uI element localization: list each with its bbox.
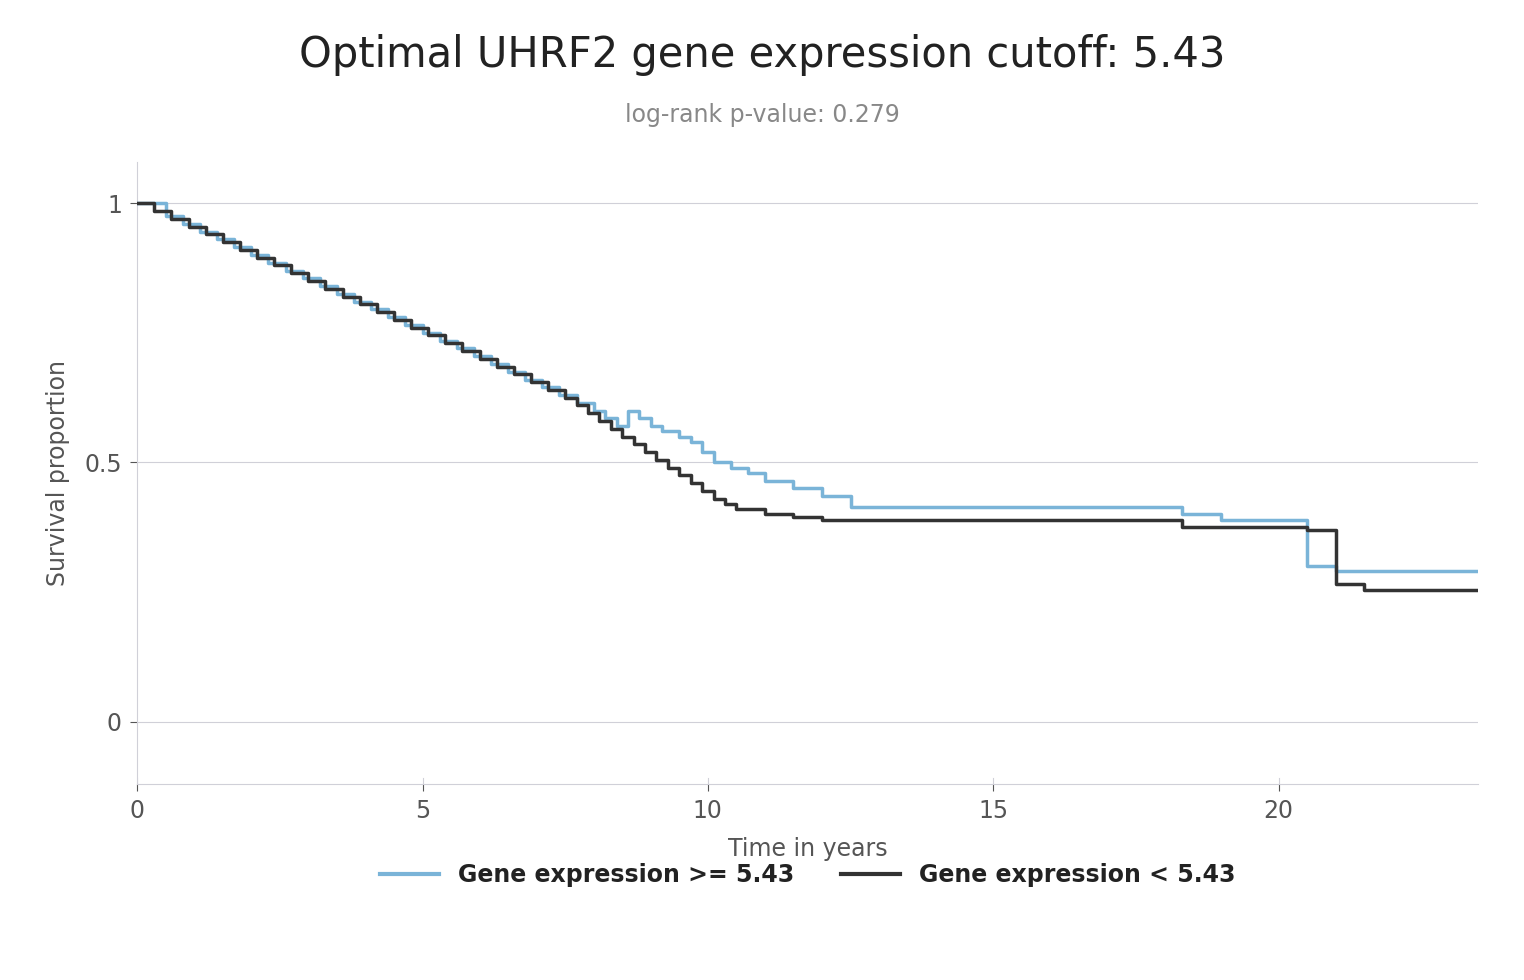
Gene expression >= 5.43 bbox=[567, 397, 585, 409]
Gene expression >= 5.43 bbox=[379, 312, 398, 323]
Gene expression >= 5.43 bbox=[517, 373, 535, 385]
Gene expression >= 5.43 bbox=[482, 358, 500, 369]
Gene expression >= 5.43 bbox=[756, 474, 774, 486]
Gene expression >= 5.43 bbox=[413, 327, 431, 339]
Gene expression >= 5.43 bbox=[190, 225, 209, 237]
Gene expression >= 5.43 bbox=[1326, 565, 1344, 577]
Gene expression >= 5.43 bbox=[596, 413, 614, 424]
Gene expression >= 5.43 bbox=[128, 197, 146, 209]
Gene expression >= 5.43 bbox=[619, 405, 637, 416]
Gene expression >= 5.43 bbox=[259, 257, 277, 269]
Gene expression >= 5.43 bbox=[1155, 501, 1173, 513]
Gene expression >= 5.43 bbox=[654, 425, 672, 437]
Gene expression >= 5.43 bbox=[242, 249, 261, 261]
Gene expression >= 5.43 bbox=[344, 296, 363, 308]
Gene expression >= 5.43 bbox=[841, 501, 860, 513]
Y-axis label: Survival proportion: Survival proportion bbox=[46, 360, 70, 586]
Gene expression >= 5.43 bbox=[363, 304, 381, 316]
Gene expression >= 5.43 bbox=[328, 288, 346, 300]
Gene expression < 5.43 bbox=[386, 314, 404, 325]
Gene expression < 5.43 bbox=[128, 197, 146, 209]
Gene expression >= 5.43 bbox=[226, 241, 244, 253]
Gene expression >= 5.43 bbox=[465, 350, 483, 362]
Gene expression < 5.43 bbox=[317, 283, 335, 295]
Gene expression < 5.43 bbox=[1469, 584, 1487, 596]
Gene expression >= 5.43 bbox=[276, 265, 294, 276]
Gene expression >= 5.43 bbox=[785, 482, 803, 494]
Text: Optimal UHRF2 gene expression cutoff: 5.43: Optimal UHRF2 gene expression cutoff: 5.… bbox=[299, 34, 1225, 76]
Gene expression < 5.43 bbox=[1326, 578, 1344, 590]
Line: Gene expression >= 5.43: Gene expression >= 5.43 bbox=[137, 203, 1478, 571]
Gene expression >= 5.43 bbox=[739, 467, 757, 479]
Gene expression < 5.43 bbox=[648, 454, 666, 465]
Gene expression >= 5.43 bbox=[608, 420, 626, 432]
Gene expression >= 5.43 bbox=[681, 436, 700, 448]
Gene expression >= 5.43 bbox=[704, 457, 722, 468]
Legend: Gene expression >= 5.43, Gene expression < 5.43: Gene expression >= 5.43, Gene expression… bbox=[370, 854, 1245, 897]
Gene expression >= 5.43 bbox=[430, 335, 448, 347]
Gene expression >= 5.43 bbox=[498, 366, 517, 377]
Gene expression < 5.43 bbox=[681, 477, 700, 489]
Gene expression >= 5.43 bbox=[294, 272, 312, 284]
Gene expression >= 5.43 bbox=[671, 430, 689, 442]
Gene expression >= 5.43 bbox=[157, 211, 175, 222]
Gene expression >= 5.43 bbox=[693, 446, 712, 458]
Gene expression >= 5.43 bbox=[1298, 561, 1317, 572]
Gene expression >= 5.43 bbox=[642, 420, 660, 432]
Gene expression >= 5.43 bbox=[1172, 509, 1190, 520]
Gene expression >= 5.43 bbox=[396, 319, 415, 331]
Gene expression >= 5.43 bbox=[174, 219, 192, 230]
Gene expression >= 5.43 bbox=[448, 343, 466, 355]
Gene expression >= 5.43 bbox=[1212, 514, 1230, 525]
Gene expression >= 5.43 bbox=[631, 413, 649, 424]
Gene expression >= 5.43 bbox=[1469, 565, 1487, 577]
Gene expression >= 5.43 bbox=[311, 280, 329, 292]
Gene expression >= 5.43 bbox=[721, 462, 739, 473]
Line: Gene expression < 5.43: Gene expression < 5.43 bbox=[137, 203, 1478, 590]
Text: log-rank p-value: 0.279: log-rank p-value: 0.279 bbox=[625, 103, 899, 126]
Gene expression >= 5.43 bbox=[207, 233, 226, 245]
Gene expression >= 5.43 bbox=[812, 490, 831, 502]
Gene expression < 5.43 bbox=[402, 321, 421, 333]
Gene expression >= 5.43 bbox=[585, 405, 604, 416]
Gene expression >= 5.43 bbox=[533, 381, 552, 393]
Gene expression < 5.43 bbox=[1355, 584, 1373, 596]
Gene expression >= 5.43 bbox=[550, 389, 568, 401]
X-axis label: Time in years: Time in years bbox=[728, 837, 887, 861]
